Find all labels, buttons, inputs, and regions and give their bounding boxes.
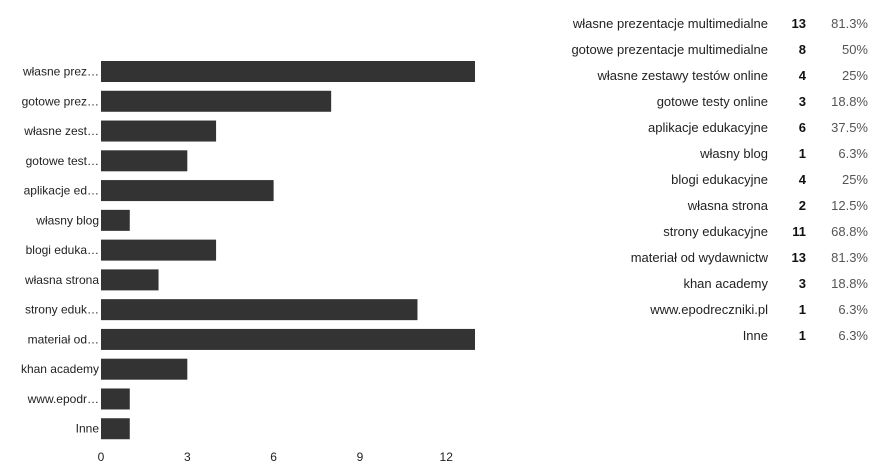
bar [101, 90, 332, 112]
summary-percent: 68.8% [831, 223, 868, 239]
summary-percent: 37.5% [831, 119, 868, 135]
x-tick-label: 3 [184, 450, 191, 464]
bars-layer [101, 61, 476, 440]
bar [101, 358, 188, 380]
summary-percent: 50% [841, 41, 868, 57]
category-labels: własne prez… gotowe prez… własne zest… goto… [21, 65, 99, 436]
summary-label: własne prezentacje multimedialne [572, 15, 768, 31]
x-tick-label: 9 [357, 450, 364, 464]
summary-label: gotowe prezentacje multimedialne [571, 41, 768, 57]
bar [101, 61, 476, 82]
summary-row: Inne 1 6.3% [530, 322, 868, 348]
summary-table: własne prezentacje multimedialne 13 81.3% g… [530, 10, 868, 348]
summary-count: 8 [798, 41, 806, 57]
summary-percent: 6.3% [838, 301, 868, 317]
bar [101, 388, 130, 410]
summary-percent: 18.8% [831, 93, 868, 109]
category-label: blogi eduka… [26, 243, 99, 257]
summary-row: gotowe prezentacje multimedialne 8 50% [530, 36, 868, 62]
summary-percent: 6.3% [838, 327, 868, 343]
category-label: własne prez… [22, 65, 99, 79]
summary-row: własna strona 2 12.5% [530, 192, 868, 218]
summary-percent: 18.8% [831, 275, 868, 291]
summary-row: khan academy 3 18.8% [530, 270, 868, 296]
x-tick-label: 12 [440, 450, 454, 464]
summary-count: 1 [798, 145, 806, 161]
summary-count: 1 [798, 301, 806, 317]
bar [101, 239, 217, 261]
summary-label: własny blog [700, 145, 768, 161]
summary-row: gotowe testy online 3 18.8% [530, 88, 868, 114]
summary-count: 11 [792, 223, 806, 239]
summary-percent: 81.3% [831, 15, 868, 31]
bar [101, 150, 188, 172]
bar [101, 120, 217, 142]
summary-count: 1 [798, 327, 806, 343]
category-label: Inne [76, 422, 100, 436]
summary-count: 3 [798, 93, 806, 109]
summary-percent: 25% [841, 67, 868, 83]
category-label: strony eduk… [25, 303, 99, 317]
category-label: khan academy [21, 362, 99, 376]
summary-count: 2 [798, 197, 806, 213]
category-label: www.epodr… [27, 392, 99, 406]
category-label: gotowe test… [26, 154, 99, 168]
summary-label: Inne [742, 327, 768, 343]
bar [101, 328, 476, 350]
category-label: własny blog [35, 213, 99, 227]
summary-count: 13 [791, 15, 806, 31]
category-label: własna strona [24, 273, 99, 287]
x-tick-label: 0 [98, 450, 105, 464]
summary-row: własne prezentacje multimedialne 13 81.3% [530, 10, 868, 36]
summary-percent: 25% [841, 171, 868, 187]
summary-count: 4 [798, 67, 806, 83]
summary-label: khan academy [683, 275, 768, 291]
summary-label: www.epodreczniki.pl [650, 301, 768, 317]
bar-chart: własne prez… gotowe prez… własne zest… goto… [21, 61, 476, 464]
summary-label: własne zestawy testów online [597, 67, 768, 83]
bar [101, 418, 130, 440]
summary-row: strony edukacyjne 11 68.8% [530, 218, 868, 244]
x-axis: 0 3 6 9 12 [98, 450, 454, 464]
summary-row: własne zestawy testów online 4 25% [530, 62, 868, 88]
summary-count: 4 [798, 171, 806, 187]
x-tick-label: 6 [270, 450, 277, 464]
summary-row: materiał od wydawnictw 13 81.3% [530, 244, 868, 270]
summary-count: 13 [791, 249, 806, 265]
summary-row: blogi edukacyjne 4 25% [530, 166, 868, 192]
summary-percent: 6.3% [838, 145, 868, 161]
summary-label: blogi edukacyjne [671, 171, 768, 187]
summary-label: własna strona [687, 197, 768, 213]
summary-label: gotowe testy online [656, 93, 768, 109]
summary-label: materiał od wydawnictw [630, 249, 768, 265]
summary-percent: 81.3% [831, 249, 868, 265]
category-label: aplikacje ed… [24, 184, 99, 198]
summary-count: 6 [798, 119, 806, 135]
summary-row: własny blog 1 6.3% [530, 140, 868, 166]
summary-percent: 12.5% [831, 197, 868, 213]
summary-label: strony edukacyjne [663, 223, 768, 239]
summary-count: 3 [798, 275, 806, 291]
category-label: materiał od… [28, 332, 99, 346]
bar [101, 180, 274, 202]
summary-row: aplikacje edukacyjne 6 37.5% [530, 114, 868, 140]
summary-row: www.epodreczniki.pl 1 6.3% [530, 296, 868, 322]
summary-label: aplikacje edukacyjne [648, 119, 768, 135]
category-label: gotowe prez… [22, 94, 99, 108]
bar [101, 299, 418, 321]
bar [101, 269, 159, 291]
bar [101, 209, 130, 231]
category-label: własne zest… [23, 124, 99, 138]
